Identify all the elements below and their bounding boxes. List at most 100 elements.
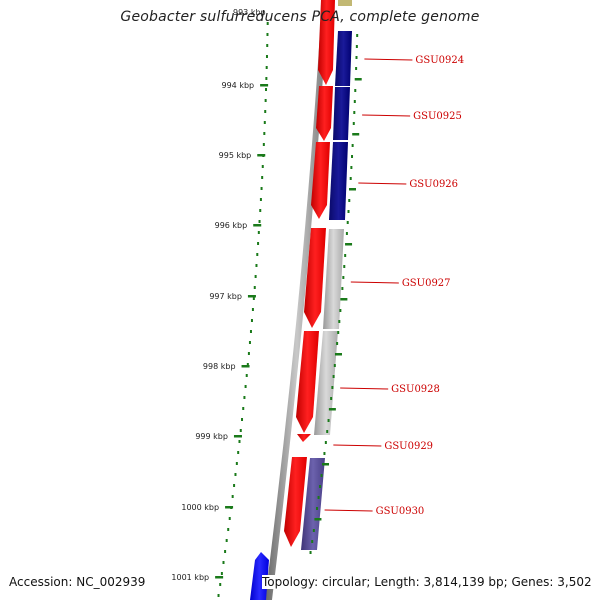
forward-gene [318,0,335,85]
gene-label-gsu0930[interactable]: GSU0930 [376,506,425,517]
topology-label: Topology: circular; Length: 3,814,139 bp… [262,575,592,589]
outer-scale-dot [353,111,356,114]
scale-dot [246,363,249,366]
scale-dot [264,99,267,102]
forward-gene [297,434,311,442]
outer-scale-dot [349,177,352,180]
scale-dot [250,319,253,322]
outer-scale-dot [333,364,336,367]
scale-dot [266,33,269,36]
outer-scale-dot [354,89,357,92]
outer-scale-dot [338,320,341,323]
scale-dot [260,187,263,190]
forward-gene [304,228,326,328]
gene-label-gsu0927[interactable]: GSU0927 [402,278,451,289]
scale-dot [247,352,250,355]
outer-scale-dot [345,243,353,246]
scale-label: 995 kbp [219,151,252,160]
scale-labels: 993 kbp 994 kbp 995 kbp 996 kbp 997 kbp 998 … [171,8,265,582]
scale-dot [262,143,265,146]
scale-dot [266,22,269,25]
scale-major-ticks [215,84,269,579]
outer-scale-dot [356,34,359,37]
scale-dot [257,242,260,245]
outer-scale-dot [351,144,354,147]
scale-dot [257,231,260,234]
outer-scale-dot [319,485,322,488]
outer-scale-dot [314,518,322,521]
scale-label: 997 kbp [209,292,242,301]
outer-scale-dot [353,100,356,103]
scale-label: 1001 kbp [171,573,209,582]
scale-dot [259,209,262,212]
scale-dot [248,341,251,344]
scale-dot [264,110,267,113]
scale-label: 1000 kbp [181,503,219,512]
gene-label-gsu0928[interactable]: GSU0928 [391,384,440,395]
outer-scale-dot [344,254,347,257]
gene-label-leader [362,114,411,117]
gene-label-leader [333,444,382,447]
outer-scale-dot [348,188,356,191]
scale-dot [243,396,246,399]
scale-dot [263,132,266,135]
scale-tick [241,365,250,368]
scale-dot [238,440,241,443]
gene-label-leader [364,58,413,61]
gene-label-gsu0925[interactable]: GSU0925 [413,111,462,122]
outer-scale-dot [339,309,342,312]
scale-dot [217,594,220,597]
scale-dot [251,308,254,311]
forward-gene [311,142,330,219]
scale-tick [260,84,269,87]
forward-strand-genes [284,0,335,547]
outer-scale-dot [351,155,354,158]
gene-label-gsu0929[interactable]: GSU0929 [384,441,433,452]
outer-scale-dot [309,551,312,554]
scale-dot [219,583,222,586]
outer-scale-dot [343,265,346,268]
scale-dot [253,286,256,289]
gene-partial-top [338,0,352,6]
gene-label-leader [350,281,399,284]
accession-label: Accession: NC_002939 [9,575,146,589]
scale-tick [257,154,266,157]
genome-backbone [265,0,328,600]
outer-scale-dot [350,166,353,169]
scale-dot [256,253,259,256]
outer-scale-dot [355,56,358,59]
outer-scale-dots [309,34,362,554]
outer-scale-dot [336,342,339,345]
scale-dot [265,88,268,91]
scale-dot [228,517,231,520]
scale-dot [254,275,257,278]
outer-scale-dot [348,199,351,202]
scale-dot [263,121,266,124]
outer-scale-dot [340,298,348,301]
outer-scale-dot [312,529,315,532]
outer-scale-dot [311,540,314,543]
gene-label-gsu0926[interactable]: GSU0926 [409,179,458,190]
forward-gene [316,86,333,141]
scale-dot [241,418,244,421]
scale-dot [252,297,255,300]
outer-scale-dot [328,408,336,411]
scale-dot [261,176,264,179]
scale-dot [255,264,258,267]
outer-scale-dot [327,419,330,422]
scale-dot [231,495,234,498]
scale-dot [242,407,245,410]
scale-dot [234,473,237,476]
outer-scale-dot [326,430,329,433]
genome-title: Geobacter sulfurreducens PCA, complete g… [120,9,480,25]
scale-label: 996 kbp [215,221,248,230]
scale-dot [235,462,238,465]
gene-gsu0930-block [301,458,325,550]
gene-label-gsu0924[interactable]: GSU0924 [415,55,464,66]
outer-scale-dot [341,287,344,290]
scale-dot [245,374,248,377]
gene-label-leader [324,509,373,512]
outer-scale-dot [330,397,333,400]
outer-scale-dot [324,441,327,444]
